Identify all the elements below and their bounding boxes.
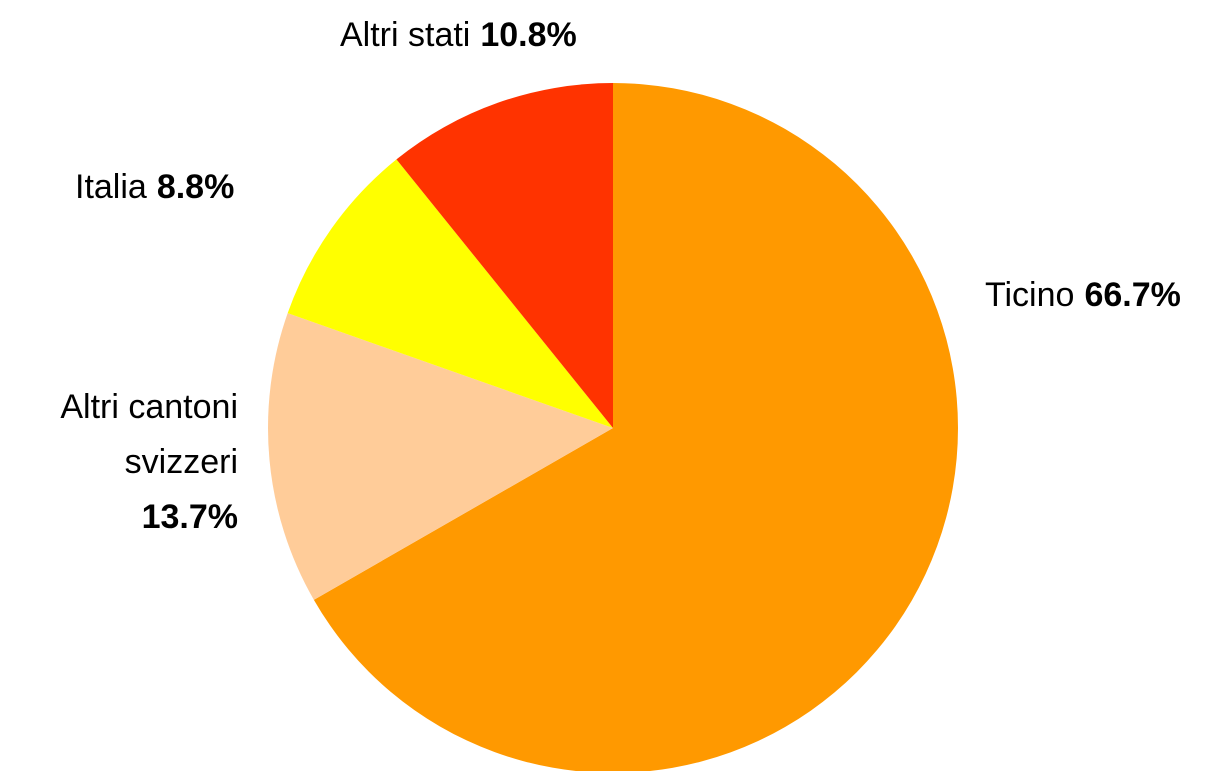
category-label: Altri stati	[340, 16, 471, 54]
value-label: 10.8%	[480, 16, 577, 54]
pie-slice	[287, 159, 613, 428]
slice-label: Ticino 66.7%	[985, 268, 1231, 323]
value-label: 66.7%	[1084, 276, 1181, 314]
slice-label: Italia 8.8%	[75, 160, 375, 215]
pie-slice	[313, 83, 958, 771]
value-label: 8.8%	[156, 168, 235, 206]
slice-label: Altri cantoni svizzeri 13.7%	[0, 380, 238, 545]
category-label: Ticino	[985, 276, 1075, 314]
pie-slice	[396, 83, 613, 428]
value-label: 13.7%	[141, 498, 238, 536]
slice-label: Altri stati 10.8%	[340, 8, 740, 63]
category-label: Altri cantoni svizzeri	[60, 388, 238, 481]
category-label: Italia	[75, 168, 147, 206]
pie-slice	[267, 313, 613, 600]
